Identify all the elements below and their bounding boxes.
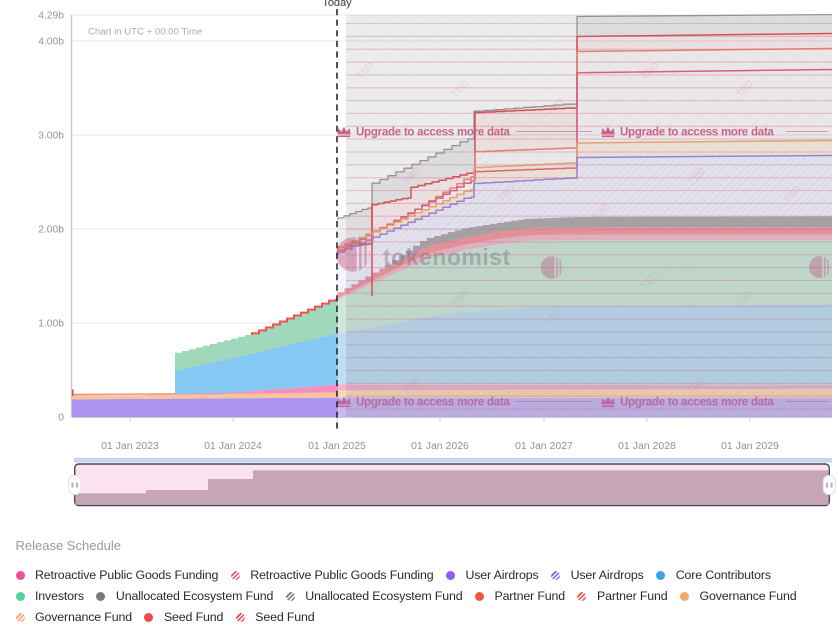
svg-text:tokenomist: tokenomist <box>383 244 511 270</box>
svg-text:01 Jan 2029: 01 Jan 2029 <box>721 440 779 452</box>
svg-text:Upgrade to access more data: Upgrade to access more data <box>620 127 775 139</box>
svg-text:Upgrade to access more data: Upgrade to access more data <box>356 397 511 409</box>
svg-text:01 Jan 2028: 01 Jan 2028 <box>618 440 676 452</box>
svg-text:01 Jan 2023: 01 Jan 2023 <box>101 440 159 452</box>
svg-text:4.00b: 4.00b <box>38 37 64 48</box>
svg-text:Upgrade to access more data: Upgrade to access more data <box>356 127 511 139</box>
svg-text:4.29b: 4.29b <box>38 11 64 22</box>
svg-text:1.00b: 1.00b <box>38 319 64 330</box>
svg-text:01 Jan 2027: 01 Jan 2027 <box>515 440 573 452</box>
svg-text:Chart in UTC + 00:00 Time: Chart in UTC + 00:00 Time <box>88 27 202 38</box>
svg-text:2.00b: 2.00b <box>38 225 64 236</box>
svg-text:Upgrade to access more data: Upgrade to access more data <box>620 397 775 409</box>
svg-text:3.00b: 3.00b <box>38 131 64 142</box>
svg-text:01 Jan 2026: 01 Jan 2026 <box>411 440 469 452</box>
svg-text:Today: Today <box>322 0 352 9</box>
svg-text:01 Jan 2024: 01 Jan 2024 <box>204 440 262 452</box>
svg-text:01 Jan 2025: 01 Jan 2025 <box>308 440 366 452</box>
svg-text:0: 0 <box>58 413 64 424</box>
